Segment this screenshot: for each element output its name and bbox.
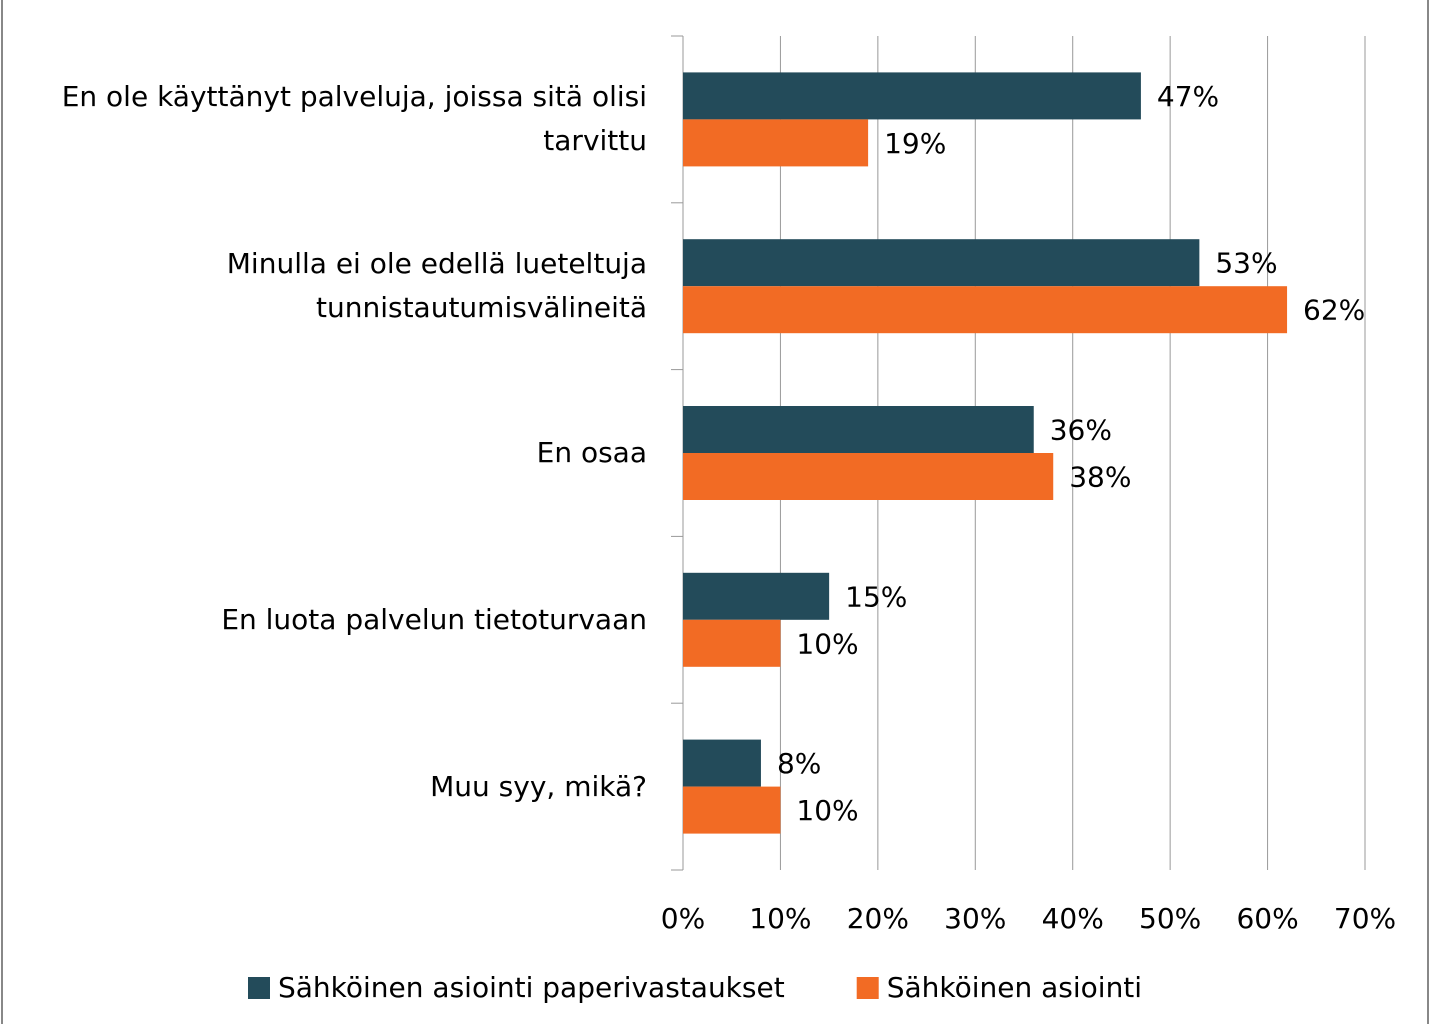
x-tick-label: 40%: [1042, 902, 1104, 935]
legend-label: Sähköinen asiointi paperivastaukset: [278, 971, 785, 1004]
x-tick-label: 60%: [1236, 902, 1298, 935]
bar: [683, 786, 781, 834]
legend-swatch: [856, 977, 879, 999]
y-tick-label: En ole käyttänyt palveluja, joissa sitä …: [61, 80, 647, 158]
data-label: 10%: [796, 794, 858, 827]
y-tick-label: Muu syy, mikä?: [430, 769, 647, 803]
legend-label: Sähköinen asiointi: [887, 971, 1142, 1004]
bar: [683, 619, 781, 667]
data-label: 53%: [1215, 247, 1277, 280]
bar: [683, 739, 761, 787]
x-tick-label: 20%: [847, 902, 909, 935]
bar: [683, 239, 1200, 287]
data-label: 47%: [1157, 80, 1219, 113]
data-label: 62%: [1303, 294, 1365, 327]
data-label: 10%: [796, 627, 858, 660]
data-label: 8%: [777, 747, 821, 780]
x-tick-label: 30%: [944, 902, 1006, 935]
data-label: 15%: [845, 580, 907, 613]
x-tick-label: 70%: [1334, 902, 1396, 935]
x-tick-label: 10%: [749, 902, 811, 935]
legend-swatch: [248, 977, 270, 999]
bar: [683, 453, 1054, 500]
x-tick-label: 0%: [661, 902, 705, 935]
data-label: 19%: [884, 127, 946, 160]
bar: [683, 286, 1288, 334]
bar: [683, 119, 869, 167]
data-label: 38%: [1069, 461, 1131, 494]
bar: [683, 572, 830, 620]
bar: [683, 72, 1141, 120]
data-label: 36%: [1050, 414, 1112, 447]
bar: [683, 406, 1034, 453]
y-tick-label: Minulla ei ole edellä lueteltuja tunnist…: [226, 247, 647, 325]
y-tick-label: En luota palvelun tietoturvaan: [221, 602, 647, 636]
y-tick-label: En osaa: [536, 436, 647, 469]
x-tick-label: 50%: [1139, 902, 1201, 935]
